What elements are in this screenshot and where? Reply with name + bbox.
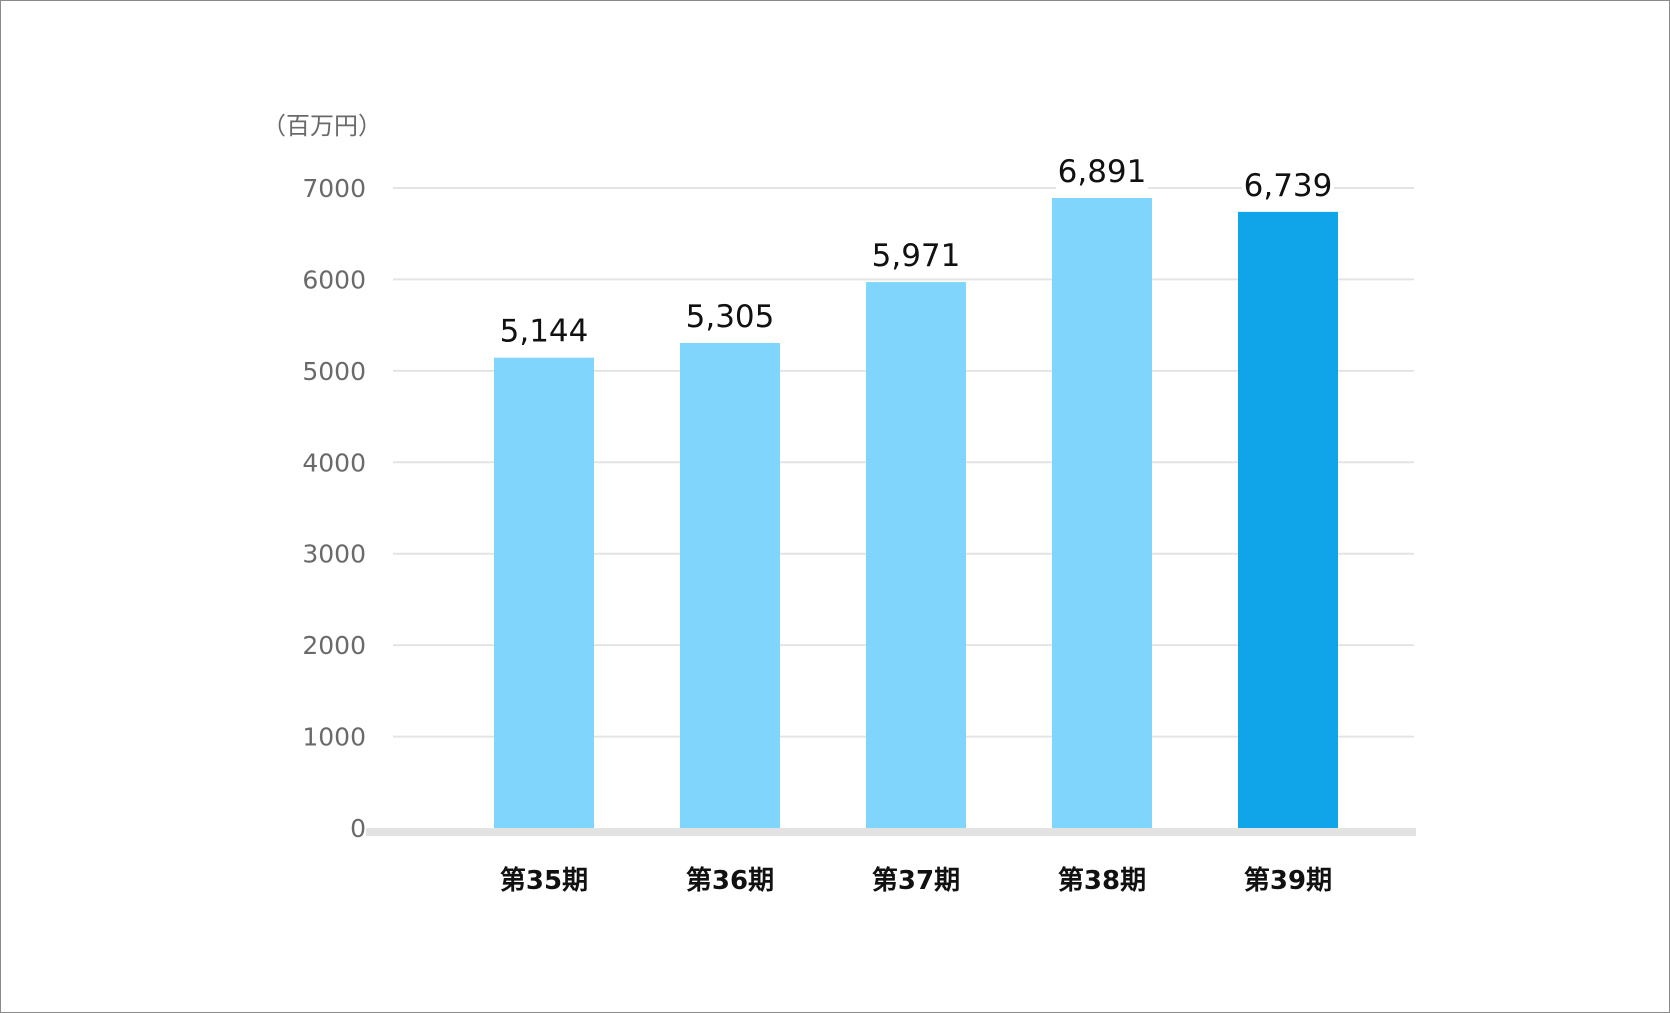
bar-4 xyxy=(1238,211,1338,828)
data-label: 5,971 xyxy=(872,238,961,274)
x-category-label: 第37期 xyxy=(872,865,960,896)
y-tick-label: 5000 xyxy=(302,357,366,386)
data-label: 5,305 xyxy=(686,299,775,335)
data-label-backing xyxy=(498,313,590,350)
data-label-backing xyxy=(1242,167,1334,204)
x-category-label: 第39期 xyxy=(1244,865,1332,896)
x-category-label: 第36期 xyxy=(686,865,774,896)
y-tick-label: 3000 xyxy=(302,540,366,569)
data-label-backing xyxy=(1056,153,1148,190)
y-tick-label: 6000 xyxy=(302,265,366,294)
bar-1 xyxy=(680,342,780,828)
data-label: 5,144 xyxy=(500,314,589,350)
x-category-label: 第38期 xyxy=(1058,865,1146,896)
unit-label: （百万円） xyxy=(262,112,382,140)
y-tick-label: 7000 xyxy=(302,174,366,203)
data-labels: 5,144 5,305 5,971 6,891 6,739 xyxy=(498,153,1334,350)
category-labels: 第35期 第36期 第37期 第38期 第39期 xyxy=(500,865,1332,896)
bars xyxy=(494,197,1338,829)
bar-3 xyxy=(1052,197,1152,829)
y-axis-ticks: 0 1000 2000 3000 4000 5000 6000 7000 xyxy=(302,174,366,843)
data-label: 6,739 xyxy=(1244,168,1333,204)
x-category-label: 第35期 xyxy=(500,865,588,896)
y-tick-label: 4000 xyxy=(302,448,366,477)
bar-2 xyxy=(866,282,966,829)
data-label: 6,891 xyxy=(1058,154,1147,190)
data-label-backing xyxy=(870,238,962,275)
y-tick-label: 1000 xyxy=(302,723,366,752)
bar-0 xyxy=(494,357,594,828)
data-label-backing xyxy=(684,298,776,335)
y-tick-label: 2000 xyxy=(302,631,366,660)
y-tick-label: 0 xyxy=(350,814,366,843)
